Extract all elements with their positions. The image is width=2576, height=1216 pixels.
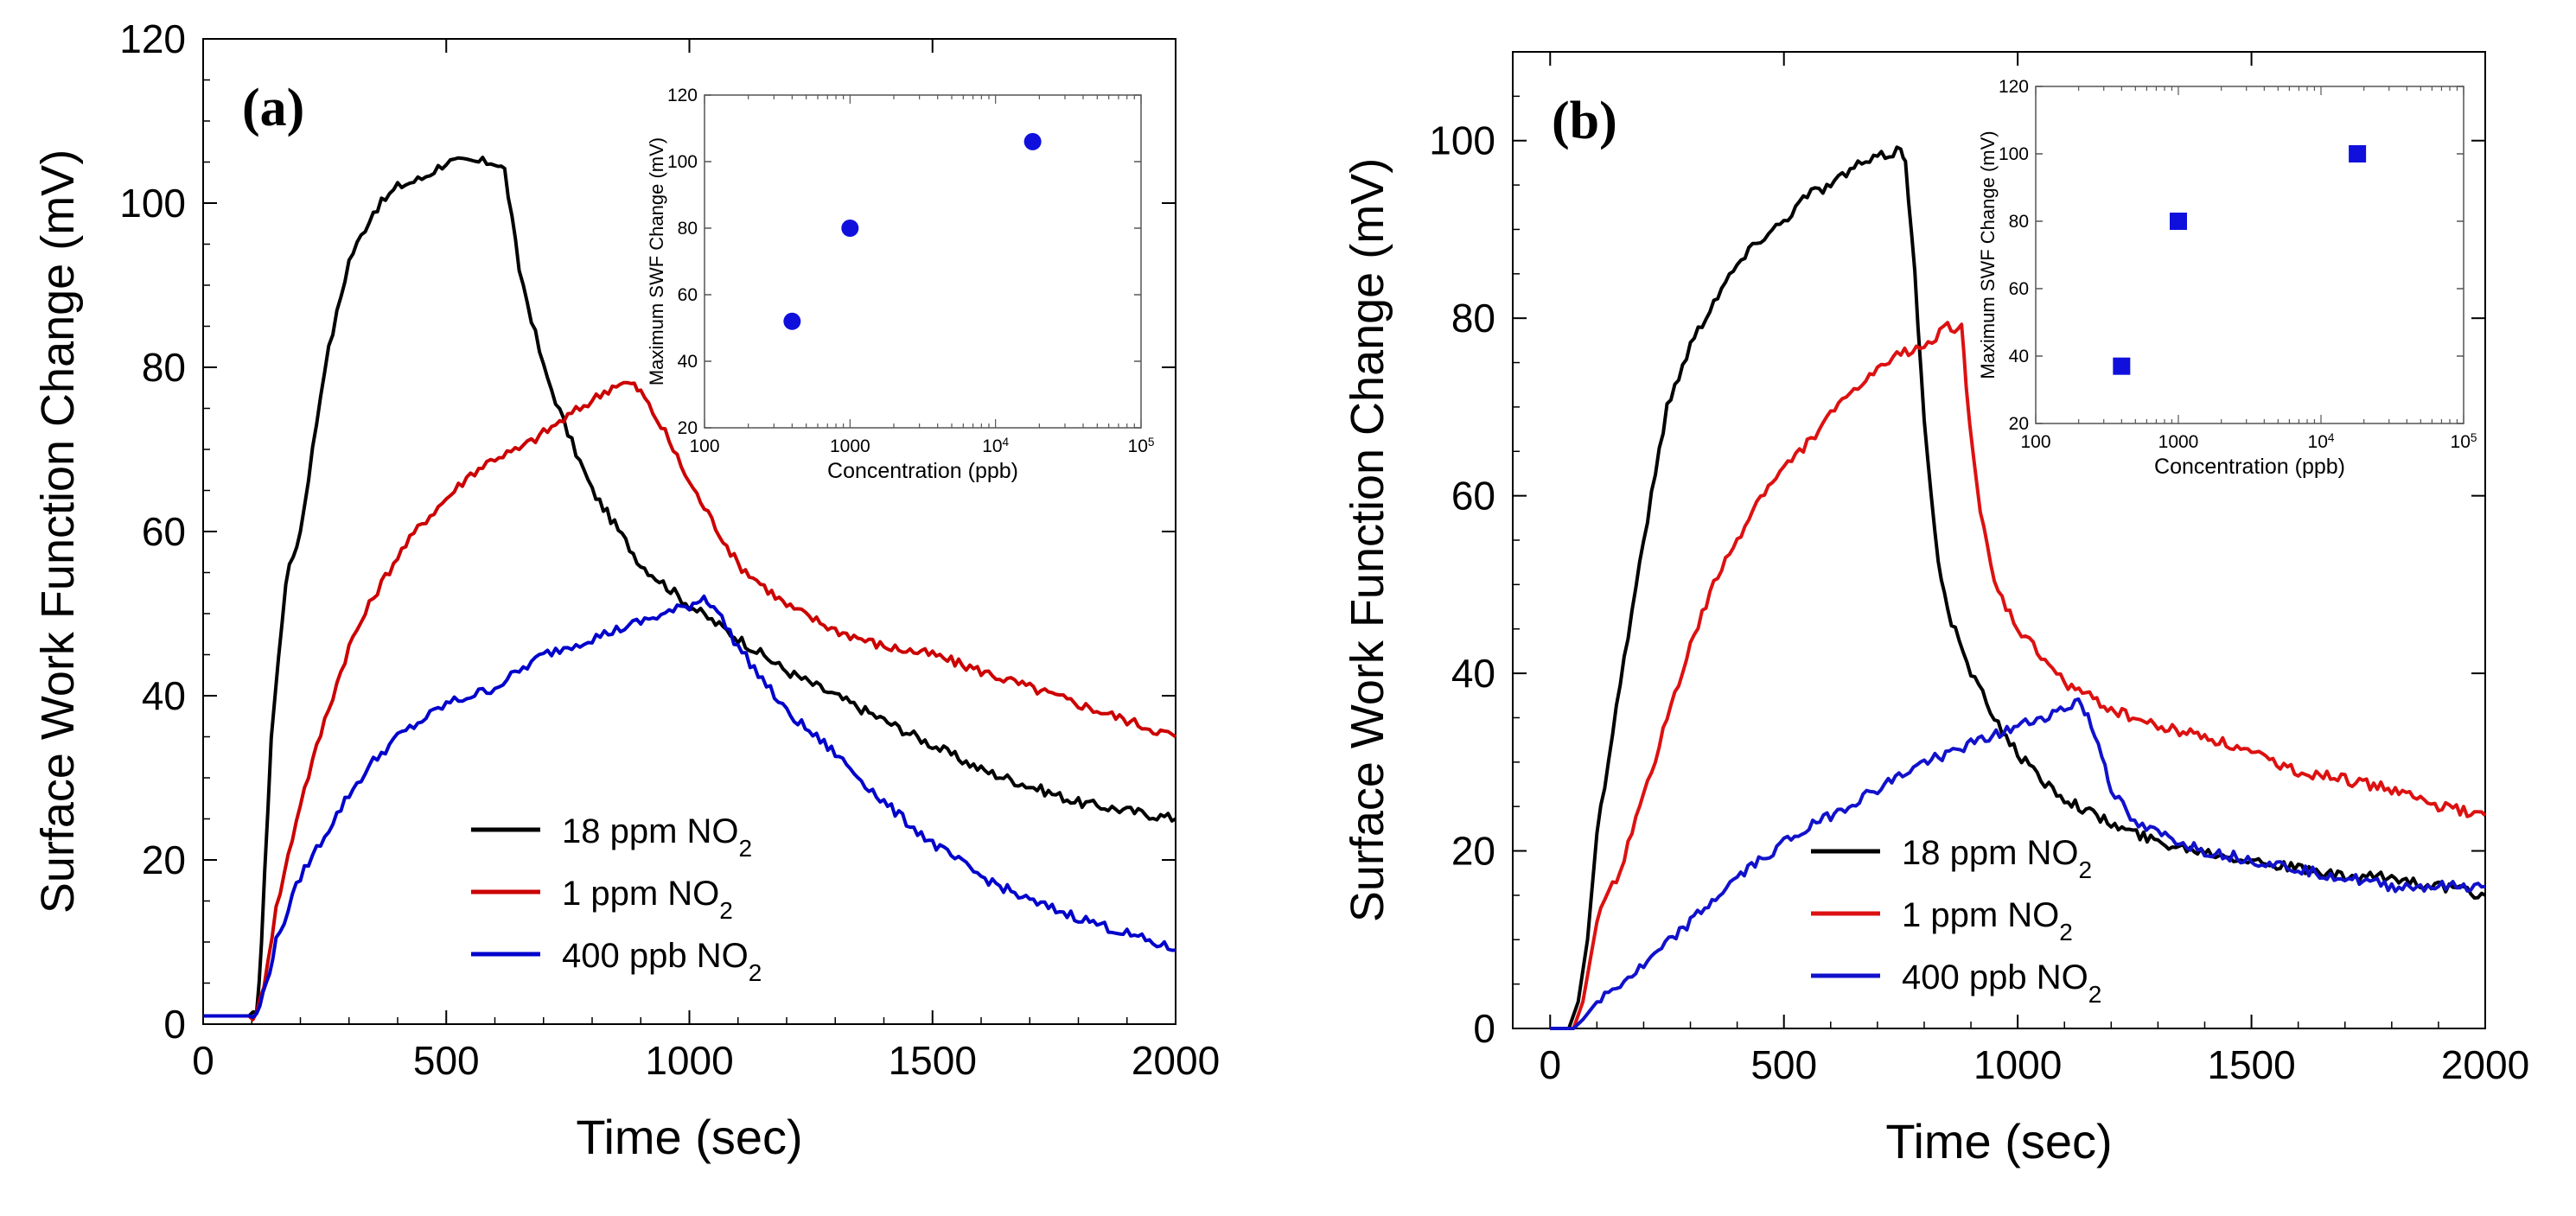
chart-panel-b: 0 500 1000 1500 2000 0 20 40 60 80 100 Time (sec) Su… — [1342, 51, 2529, 1168]
panel-label: (a) — [242, 79, 304, 137]
inset-frame — [2035, 86, 2464, 424]
inset-y-tick-label: 40 — [678, 352, 698, 372]
series-line-2 — [1550, 321, 2487, 1030]
y-tick-label: 40 — [1451, 651, 1495, 696]
legend-label: 1 ppm NO2 — [562, 875, 733, 924]
inset-y-axis-label: Maximum SWF Change (mV) — [1977, 131, 1999, 379]
series-line-1 — [203, 156, 1176, 1018]
inset-x-tick-label: 1000 — [2158, 432, 2199, 452]
inset-x-tick-label: 104 — [982, 436, 1009, 457]
inset-y-tick-label: 40 — [2009, 347, 2029, 366]
legend-label: 1 ppm NO2 — [1902, 896, 2073, 945]
chart-panel-a: 0 500 1000 1500 2000 0 20 40 60 80 100 120 Time (sec… — [32, 16, 1220, 1164]
inset-x-tick-label: 100 — [2020, 432, 2050, 452]
x-tick-label: 0 — [1539, 1042, 1561, 1087]
inset-point — [2170, 213, 2187, 230]
x-axis-label: Time (sec) — [576, 1110, 802, 1164]
y-tick-label: 80 — [142, 345, 186, 390]
y-tick-label: 100 — [119, 181, 186, 226]
y-tick-label: 20 — [1451, 829, 1495, 874]
x-tick-label: 1500 — [2207, 1042, 2295, 1087]
y-tick-label: 20 — [142, 837, 186, 882]
inset-point — [2113, 357, 2131, 375]
legend-label: 18 ppm NO2 — [1902, 834, 2092, 883]
legend-label: 400 ppb NO2 — [1902, 958, 2101, 1008]
y-axis-label: Surface Work Function Change (mV) — [1342, 158, 1393, 922]
y-tick-label: 0 — [163, 1002, 186, 1047]
x-tick-label: 0 — [192, 1038, 214, 1083]
x-tick-label: 2000 — [2441, 1042, 2529, 1087]
series-line-2 — [203, 380, 1177, 1022]
x-tick-label: 1000 — [1973, 1042, 2062, 1087]
inset-x-tick-label: 100 — [689, 436, 719, 456]
inset-y-axis-label: Maximum SWF Change (mV) — [646, 137, 667, 385]
x-tick-label: 500 — [413, 1038, 480, 1083]
y-tick-label: 40 — [142, 673, 186, 718]
x-tick-label: 500 — [1750, 1042, 1817, 1087]
inset-chart: 20 40 60 80 100 120 100 1000 104 105 Concentration… — [1977, 77, 2477, 479]
x-tick-label: 1000 — [645, 1038, 733, 1083]
legend-label: 400 ppb NO2 — [562, 937, 762, 986]
inset-x-axis-label: Concentration (ppb) — [2154, 455, 2345, 479]
inset-frame — [704, 94, 1142, 429]
inset-x-tick-label: 105 — [2451, 431, 2477, 453]
x-axis-label: Time (sec) — [1885, 1114, 2112, 1168]
inset-y-tick-label: 120 — [667, 86, 698, 105]
inset-y-tick-label: 60 — [2009, 279, 2029, 299]
legend-label: 18 ppm NO2 — [562, 812, 752, 862]
inset-point — [783, 312, 801, 330]
inset-y-tick-label: 80 — [678, 219, 698, 239]
y-tick-label: 80 — [1451, 296, 1495, 341]
inset-y-tick-label: 20 — [2009, 414, 2029, 434]
inset-point — [841, 220, 859, 237]
y-tick-label: 60 — [1451, 474, 1495, 519]
inset-x-axis-label: Concentration (ppb) — [827, 459, 1018, 483]
x-tick-label: 1500 — [889, 1038, 977, 1083]
series-line-3 — [1550, 697, 2486, 1030]
inset-y-tick-label: 80 — [2009, 212, 2029, 232]
inset-x-tick-label: 105 — [1128, 436, 1155, 457]
y-tick-label: 100 — [1429, 118, 1495, 163]
y-tick-label: 0 — [1473, 1006, 1495, 1051]
series-line-3 — [203, 594, 1176, 1020]
panel-label: (b) — [1552, 92, 1617, 150]
inset-x-tick-label: 1000 — [830, 436, 870, 456]
inset-y-tick-label: 60 — [678, 285, 698, 305]
inset-chart: 20 40 60 80 100 120 100 1000 104 105 Concentration… — [646, 86, 1155, 483]
inset-x-tick-label: 104 — [2308, 431, 2335, 453]
inset-y-tick-label: 100 — [667, 152, 698, 172]
inset-y-tick-label: 120 — [1999, 77, 2029, 97]
inset-y-tick-label: 20 — [678, 418, 698, 438]
inset-point — [2349, 145, 2367, 162]
y-tick-label: 60 — [142, 509, 186, 554]
inset-point — [1023, 132, 1042, 150]
y-tick-label: 120 — [119, 16, 186, 61]
x-tick-label: 2000 — [1132, 1038, 1220, 1083]
y-axis-label: Surface Work Function Change (mV) — [32, 150, 84, 914]
inset-y-tick-label: 100 — [1999, 144, 2029, 164]
